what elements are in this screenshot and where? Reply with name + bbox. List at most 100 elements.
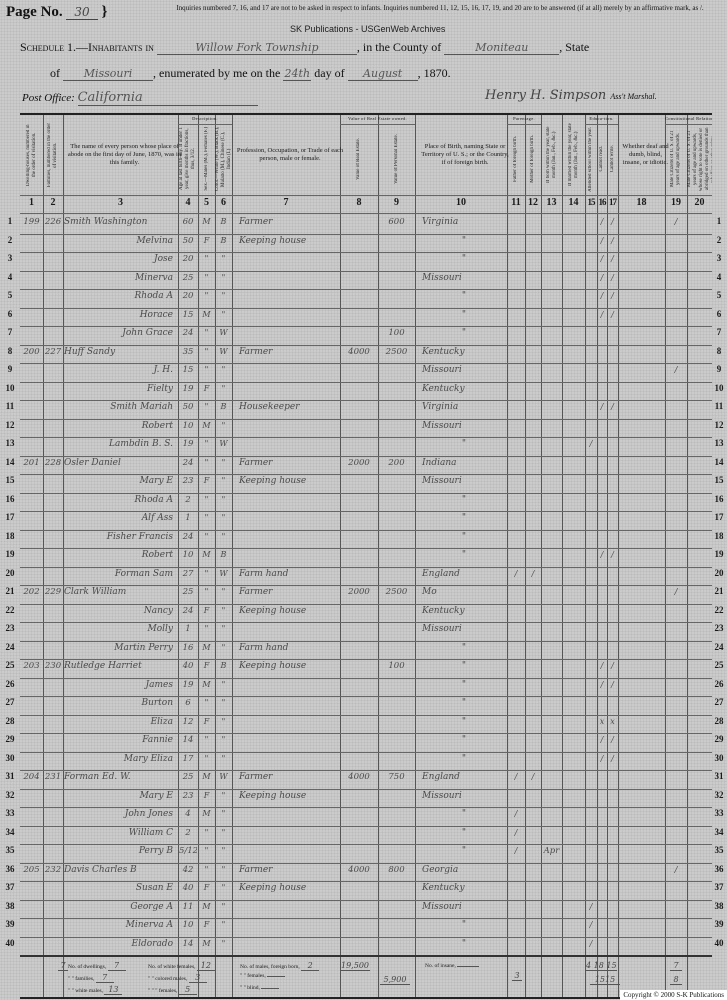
table-row: Molly 1 " " Missouri: [20, 622, 712, 641]
cell-color: ": [221, 642, 226, 652]
row-number-right: 9: [716, 364, 722, 374]
cell-name: Fisher Francis: [106, 531, 173, 542]
column-header-label: Place of Birth, naming State or Territor…: [421, 143, 509, 166]
education-total-2: 1515: [590, 975, 620, 985]
column-divider: [43, 115, 44, 997]
cell-c11: /: [514, 846, 518, 855]
column-header-label: Whether deaf and dumb, blind, insane, or…: [622, 143, 669, 166]
table-row: 200 227 Huff Sandy 35 " W Farmer 4000 2500 Kentuc…: [20, 345, 712, 364]
row-number-right: 11: [714, 401, 724, 411]
cell-dwelling: 199: [23, 217, 40, 227]
row-number-left: 7: [7, 327, 13, 337]
cell-birth: Missouri: [422, 272, 462, 283]
table-row: J. H. 15 " " Missouri /: [20, 363, 712, 382]
cell-age: 1: [185, 513, 191, 523]
column-header-3: The name of every person whose place of …: [63, 117, 186, 193]
row-number-right: 35: [714, 845, 724, 855]
row-number-left: 13: [5, 438, 15, 448]
column-divider: [618, 115, 619, 997]
cell-name: Burton: [141, 698, 173, 708]
cell-age: 6: [185, 698, 191, 708]
cell-sex: ": [204, 827, 209, 837]
cell-birth: ": [461, 716, 467, 727]
table-row: Melvina 50 F B Keeping house " / /: [20, 234, 712, 253]
column-divider: [378, 115, 379, 997]
cell-color: ": [221, 420, 226, 430]
cell-occupation: Keeping house: [239, 661, 307, 671]
row-rule: [20, 899, 712, 901]
cell-c17: /: [611, 661, 614, 670]
cell-color: ": [221, 476, 226, 485]
cell-dwelling: 204: [23, 772, 40, 782]
table-row: Mary E 23 F " Keeping house Missouri: [20, 474, 712, 493]
row-number-right: 7: [716, 327, 722, 337]
cell-name: Eliza: [150, 716, 173, 727]
table-row: 199 226 Smith Washington 60 M B Farmer 600 Virgi…: [20, 215, 712, 234]
row-number-left: 12: [5, 419, 15, 430]
cell-personal: 2500: [385, 346, 408, 357]
cell-color: B: [220, 661, 227, 670]
schedule-line-2: of Missouri, enumerated by me on the 24t…: [50, 66, 451, 81]
column-header-8: Value of Real Estate.: [340, 125, 378, 193]
cell-color: ": [221, 864, 226, 874]
row-number-right: 16: [714, 493, 724, 504]
row-number-left: 15: [5, 475, 15, 485]
row-number-left: 40: [5, 937, 15, 948]
education-total-2-value: 1515: [590, 975, 620, 985]
cell-sex: ": [204, 494, 209, 504]
row-rule: [20, 326, 712, 327]
column-header-7: Profession, Occupation, or Trade of each…: [232, 117, 348, 193]
row-number-right: 37: [714, 882, 724, 892]
cell-sex: ": [204, 457, 209, 467]
row-number-left: 25: [5, 660, 15, 670]
cell-age: 16: [182, 642, 194, 653]
cell-birth: Mo: [422, 587, 437, 597]
cell-color: ": [221, 735, 226, 744]
cell-birth: Virginia: [422, 402, 459, 412]
dwellings-count-value: 7: [107, 961, 126, 971]
column-number: 20: [694, 197, 705, 208]
cell-name: William C: [128, 827, 173, 838]
cell-birth: Missouri: [422, 901, 462, 912]
row-number-right: 6: [716, 308, 722, 319]
cell-birth: Kentucky: [422, 383, 465, 394]
cell-color: ": [221, 716, 226, 726]
page-number: Page No. 30 }: [6, 4, 108, 20]
year-label: , 1870.: [417, 66, 451, 80]
cell-occupation: Keeping house: [239, 883, 307, 893]
column-header-13: If born within the year, state month (Ja…: [541, 117, 562, 193]
cell-birth: ": [461, 698, 467, 708]
row-rule: [20, 881, 712, 882]
cell-name: Smith Washington: [64, 217, 148, 227]
cell-sex: ": [204, 254, 209, 263]
row-number-right: 34: [714, 826, 724, 837]
cell-name: James: [145, 679, 173, 690]
cell-sex: ": [204, 846, 209, 855]
cell-color: ": [221, 938, 226, 948]
row-rule: [20, 770, 712, 771]
row-rule: [20, 659, 712, 660]
row-rule: [20, 529, 712, 531]
row-number-left: 3: [7, 253, 13, 263]
cell-c16: /: [600, 309, 604, 319]
cell-sex: F: [203, 716, 210, 726]
column-header-label: Male Citizens of U. S. of 21 years of ag…: [670, 130, 681, 188]
row-number-right: 29: [714, 734, 724, 744]
post-office: Post Office: California: [22, 90, 258, 106]
cell-c17: /: [611, 272, 614, 282]
row-number-left: 29: [5, 734, 15, 744]
cell-color: ": [221, 272, 226, 282]
cell-age: 2: [185, 827, 191, 838]
cell-name: Robert: [141, 420, 173, 431]
cell-color: ": [221, 827, 226, 837]
row-number-left: 24: [5, 641, 15, 652]
column-header-19: Male Citizens of U. S. of 21 years of ag…: [665, 125, 687, 193]
cell-color: ": [221, 883, 226, 892]
row-rule: [20, 696, 712, 697]
group-header-description: Description.: [192, 116, 218, 121]
cell-birth: ": [461, 309, 467, 320]
cell-sex: M: [202, 550, 211, 559]
group-header-underline: [340, 124, 415, 125]
row-rule: [20, 788, 712, 790]
row-number-right: 22: [714, 604, 724, 615]
